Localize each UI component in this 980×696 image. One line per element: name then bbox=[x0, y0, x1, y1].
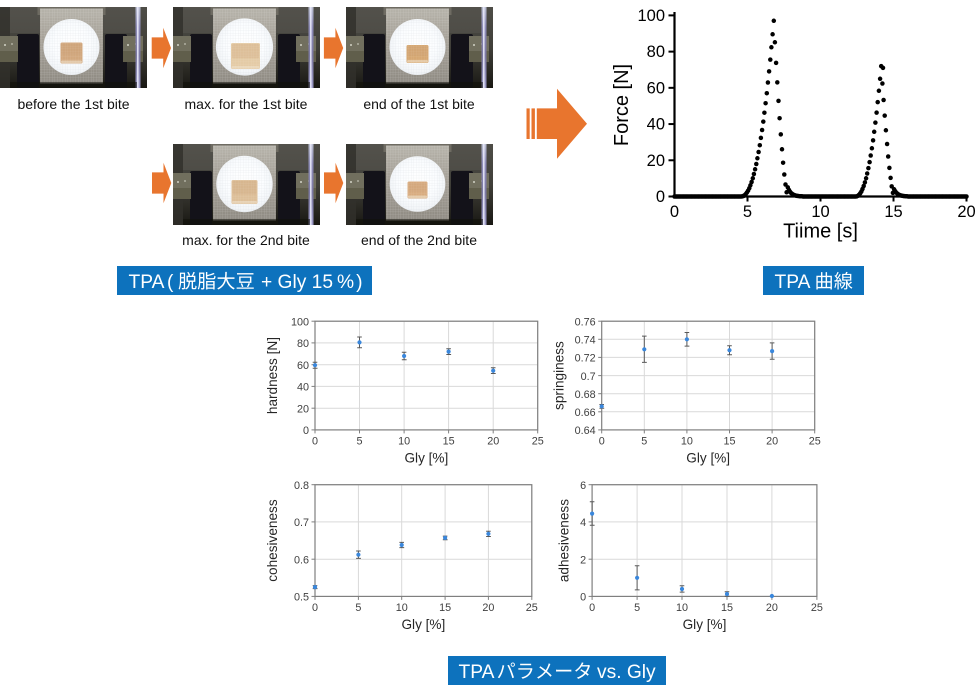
svg-text:80: 80 bbox=[647, 43, 665, 61]
svg-text:0: 0 bbox=[303, 425, 309, 437]
svg-text:0.5: 0.5 bbox=[294, 592, 309, 604]
svg-text:80: 80 bbox=[297, 338, 309, 350]
svg-text:0: 0 bbox=[312, 435, 318, 447]
svg-text:20: 20 bbox=[647, 152, 665, 170]
svg-text:5: 5 bbox=[743, 203, 752, 221]
svg-text:(: ( bbox=[167, 272, 174, 293]
svg-text:20: 20 bbox=[957, 203, 975, 221]
svg-text:0.8: 0.8 bbox=[294, 480, 309, 492]
svg-text:0.74: 0.74 bbox=[575, 335, 596, 347]
svg-text:0: 0 bbox=[589, 602, 595, 614]
svg-text:100: 100 bbox=[637, 7, 665, 25]
svg-text:20: 20 bbox=[297, 403, 309, 415]
svg-text:TPA: TPA bbox=[459, 662, 495, 683]
svg-text:15: 15 bbox=[721, 602, 733, 614]
svg-text:15: 15 bbox=[723, 435, 735, 447]
svg-text:25: 25 bbox=[532, 435, 544, 447]
svg-text:10: 10 bbox=[398, 435, 410, 447]
svg-text:0.76: 0.76 bbox=[575, 316, 596, 328]
svg-text:5: 5 bbox=[641, 435, 647, 447]
svg-text:20: 20 bbox=[766, 602, 778, 614]
svg-text:0: 0 bbox=[599, 435, 605, 447]
svg-text:0: 0 bbox=[670, 203, 679, 221]
svg-text:20: 20 bbox=[766, 435, 778, 447]
svg-text:60: 60 bbox=[647, 79, 665, 97]
svg-text:+ Gly 15%): + Gly 15%) bbox=[261, 272, 362, 293]
svg-text:0.7: 0.7 bbox=[581, 371, 596, 383]
svg-text:0: 0 bbox=[312, 602, 318, 614]
svg-text:6: 6 bbox=[580, 480, 586, 492]
svg-text:springiness: springiness bbox=[552, 341, 567, 410]
svg-text:20: 20 bbox=[482, 602, 494, 614]
svg-text:60: 60 bbox=[297, 360, 309, 372]
svg-text:40: 40 bbox=[647, 116, 665, 134]
svg-text:Force [N]: Force [N] bbox=[611, 64, 633, 146]
svg-text:adhesiveness: adhesiveness bbox=[557, 499, 572, 582]
svg-text:25: 25 bbox=[809, 435, 821, 447]
svg-text:25: 25 bbox=[526, 602, 538, 614]
svg-text:10: 10 bbox=[811, 203, 829, 221]
svg-text:0.68: 0.68 bbox=[575, 389, 596, 401]
svg-text:10: 10 bbox=[681, 435, 693, 447]
svg-text:hardness [N]: hardness [N] bbox=[265, 337, 280, 414]
svg-text:15: 15 bbox=[443, 435, 455, 447]
svg-text:0: 0 bbox=[656, 188, 665, 206]
svg-text:0.66: 0.66 bbox=[575, 407, 596, 419]
svg-text:0.72: 0.72 bbox=[575, 353, 596, 365]
svg-text:Gly [%]: Gly [%] bbox=[401, 617, 445, 632]
svg-text:0.6: 0.6 bbox=[294, 554, 309, 566]
svg-text:15: 15 bbox=[884, 203, 902, 221]
svg-text:10: 10 bbox=[396, 602, 408, 614]
svg-text:0: 0 bbox=[580, 592, 586, 604]
svg-text:2: 2 bbox=[580, 554, 586, 566]
svg-text:20: 20 bbox=[487, 435, 499, 447]
svg-text:5: 5 bbox=[356, 435, 362, 447]
svg-text:vs. Gly: vs. Gly bbox=[597, 662, 656, 683]
svg-text:10: 10 bbox=[676, 602, 688, 614]
svg-text:Gly [%]: Gly [%] bbox=[683, 617, 727, 632]
svg-text:0.64: 0.64 bbox=[575, 425, 596, 437]
svg-text:15: 15 bbox=[439, 602, 451, 614]
svg-text:4: 4 bbox=[580, 517, 586, 529]
svg-text:TPA: TPA bbox=[775, 272, 811, 293]
svg-text:40: 40 bbox=[297, 382, 309, 394]
svg-text:Gly [%]: Gly [%] bbox=[686, 450, 730, 465]
svg-text:5: 5 bbox=[355, 602, 361, 614]
svg-text:Gly [%]: Gly [%] bbox=[404, 450, 448, 465]
svg-text:TPA: TPA bbox=[129, 272, 165, 293]
svg-text:Tiime [s]: Tiime [s] bbox=[783, 221, 858, 243]
svg-text:5: 5 bbox=[634, 602, 640, 614]
svg-text:0.7: 0.7 bbox=[294, 517, 309, 529]
svg-text:25: 25 bbox=[811, 602, 823, 614]
svg-text:100: 100 bbox=[291, 316, 309, 328]
svg-text:cohesiveness: cohesiveness bbox=[265, 499, 280, 582]
